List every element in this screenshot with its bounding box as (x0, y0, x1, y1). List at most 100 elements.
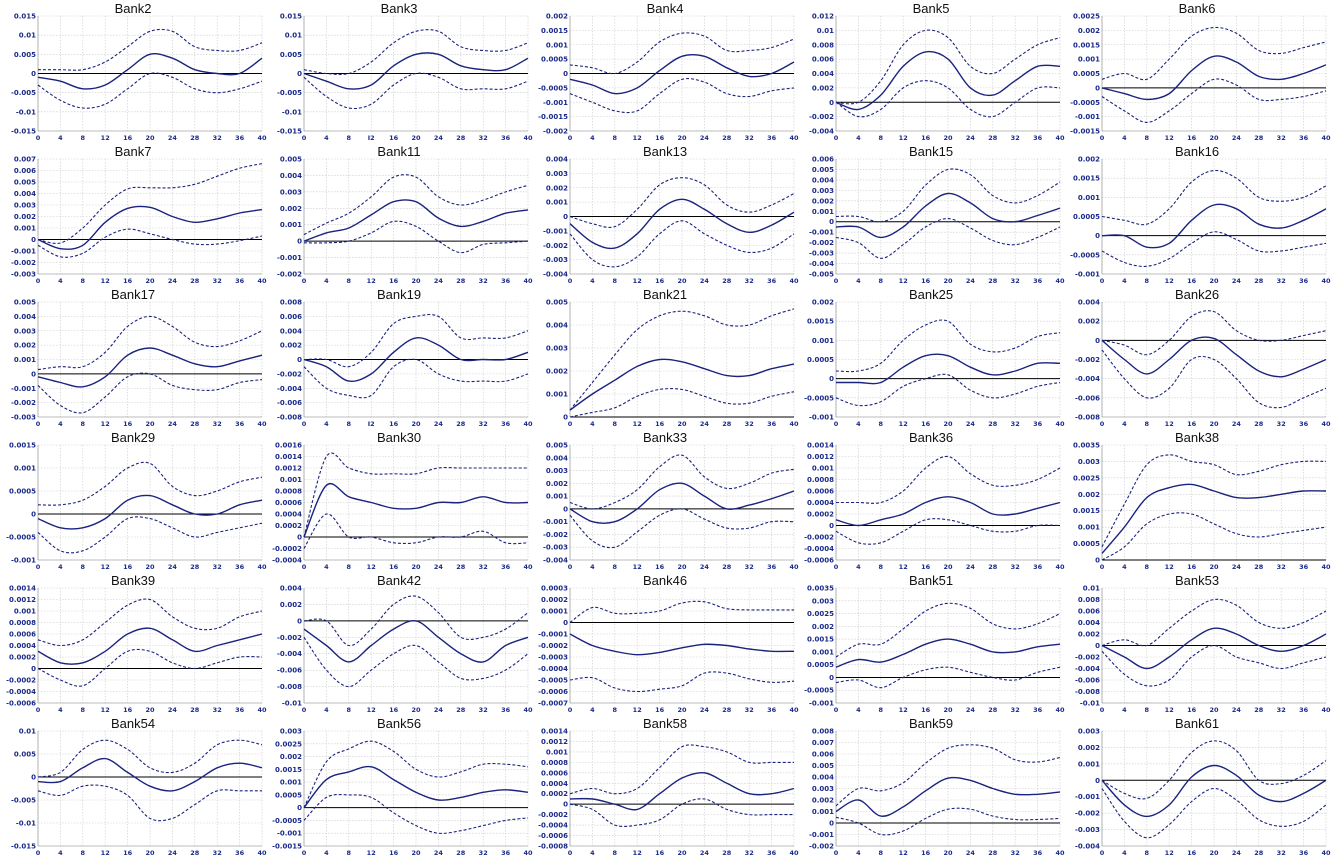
chart-title: Bank33 (642, 430, 688, 445)
y-tick-label: -0.001 (1075, 793, 1100, 801)
y-tick-label: 0.0015 (1073, 507, 1100, 515)
y-tick-label: 0.004 (546, 156, 568, 164)
x-tick-label: 20 (411, 849, 421, 857)
x-tick-label: 0 (568, 134, 573, 142)
irf-line (1101, 336, 1327, 378)
y-tick-label: 0.0025 (1073, 474, 1100, 482)
x-tick-label: 12 (899, 134, 908, 142)
y-tick-label: 0.001 (1078, 194, 1100, 202)
y-tick-label: 0 (563, 70, 568, 78)
x-tick-label: 40 (789, 420, 799, 428)
y-tick-label: -0.008 (1075, 414, 1100, 422)
y-tick-label: 0.001 (812, 648, 834, 656)
x-tick-label: 32 (745, 706, 754, 714)
x-tick-label: 40 (1321, 563, 1331, 571)
x-tick-label: 8 (879, 277, 884, 285)
x-tick-label: 36 (767, 134, 777, 142)
chart-svg: 0.004 0.003 0.002 0.001 0 -0.001 -0.002 -0.003 -… (543, 156, 799, 286)
y-tick-label: 0 (829, 99, 834, 107)
chart-title: Bank6 (1178, 1, 1216, 16)
x-tick-label: 32 (213, 134, 222, 142)
y-tick-label: 0.003 (812, 187, 834, 195)
upper-band-line (835, 602, 1061, 658)
x-tick-label: 24 (966, 277, 976, 285)
y-tick-label: 0 (1095, 777, 1100, 785)
y-tick-label: -0.002 (1075, 356, 1100, 364)
chart-svg: 0.0016 0.0014 0.0012 0.001 0.0008 0.0006 0.000… (272, 442, 533, 572)
x-tick-label: 20 (943, 849, 953, 857)
lower-band-line (835, 666, 1061, 689)
x-tick-label: 8 (81, 849, 86, 857)
x-tick-label: 8 (347, 134, 352, 142)
x-tick-label: 40 (257, 706, 267, 714)
y-tick-label: -0.001 (809, 700, 834, 708)
lower-band-line (37, 784, 262, 822)
y-tick-label: 0.0005 (275, 791, 302, 799)
irf-line (835, 192, 1061, 239)
y-tick-label: 0.008 (812, 728, 834, 736)
y-tick-label: 0.005 (812, 166, 834, 174)
irf-line (303, 199, 529, 242)
y-tick-label: 0.0015 (541, 27, 568, 35)
x-tick-label: 16 (921, 563, 931, 571)
x-tick-label: 8 (613, 277, 618, 285)
irf-line (37, 53, 263, 90)
x-tick-label: 8 (879, 134, 884, 142)
x-tick-label: 24 (700, 420, 710, 428)
x-tick-label: 36 (501, 706, 511, 714)
x-tick-label: I2 (368, 420, 375, 428)
x-tick-label: 20 (145, 706, 155, 714)
x-tick-label: 32 (479, 563, 488, 571)
upper-band-line (569, 744, 794, 795)
x-tick-label: 8 (81, 420, 86, 428)
y-tick-label: 0 (297, 617, 302, 625)
x-tick-label: 8 (613, 420, 618, 428)
chart-panel-bank38: 0.0035 0.003 0.0025 0.002 0.0015 0.001 0.0005 0… (1064, 429, 1331, 572)
x-tick-label: 8 (1145, 849, 1150, 857)
y-tick-label: -0.008 (277, 683, 302, 691)
y-tick-label: -0.001 (543, 99, 568, 107)
y-tick-label: 0.0008 (275, 488, 302, 496)
x-tick-label: 0 (1100, 134, 1105, 142)
y-tick-label: 0.0014 (275, 453, 302, 461)
y-tick-label: 0 (31, 511, 36, 519)
x-tick-label: 36 (1299, 849, 1309, 857)
chart-title: Bank58 (642, 716, 688, 731)
y-tick-label: 0.0005 (807, 661, 834, 669)
y-tick-label: 0.001 (812, 465, 834, 473)
x-tick-label: 32 (1277, 420, 1286, 428)
lower-band-line (569, 388, 795, 418)
y-tick-label: -0.01 (16, 108, 36, 116)
y-tick-label: 0.0003 (541, 585, 568, 593)
y-tick-label: -0.004 (543, 271, 568, 279)
x-tick-label: 24 (966, 420, 976, 428)
y-tick-label: 0 (829, 522, 834, 530)
chart-panel-bank25: 0.002 0.0015 0.001 0.0005 0 -0.0005 -0.001 0 4 8 1… (798, 286, 1065, 429)
y-tick-label: 0.005 (280, 156, 302, 164)
y-tick-label: 0 (829, 820, 834, 828)
x-tick-label: 20 (677, 277, 687, 285)
x-tick-label: 24 (168, 849, 178, 857)
y-tick-label: 0.015 (280, 13, 302, 21)
x-tick-label: 4 (1122, 420, 1127, 428)
x-tick-label: 36 (767, 706, 777, 714)
y-tick-label: -0.001 (543, 227, 568, 235)
x-tick-label: 4 (324, 706, 329, 714)
x-tick-label: 24 (168, 706, 178, 714)
lower-band-line (303, 72, 529, 110)
x-tick-label: 32 (1011, 277, 1020, 285)
x-tick-label: 4 (856, 420, 861, 428)
chart-svg: 0.0014 0.0012 0.001 0.0008 0.0006 0.0004 0.000… (804, 442, 1065, 572)
y-tick-label: 0.003 (546, 170, 568, 178)
x-tick-label: 28 (456, 420, 466, 428)
y-tick-label: -0.002 (277, 370, 302, 378)
x-tick-label: 0 (1100, 277, 1105, 285)
y-tick-label: 0.0004 (541, 780, 568, 788)
lower-band-line (1101, 644, 1327, 687)
irf-line (1101, 764, 1327, 818)
x-tick-label: 32 (745, 849, 754, 857)
y-tick-label: 0.004 (546, 454, 568, 462)
y-tick-label: 0.001 (1078, 760, 1100, 768)
